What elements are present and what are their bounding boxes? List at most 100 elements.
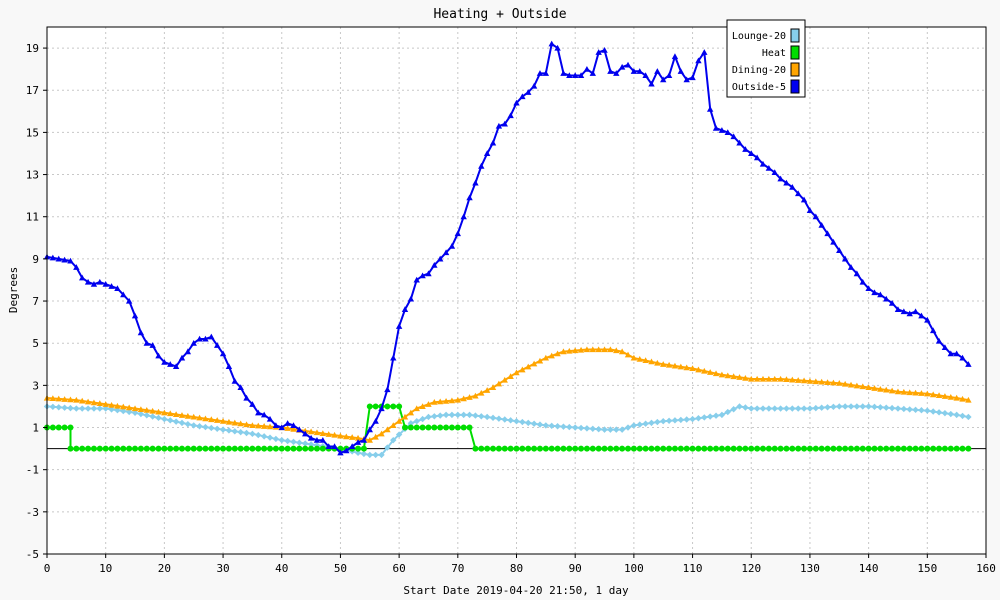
- data-point: [143, 340, 150, 346]
- data-point: [266, 423, 274, 430]
- data-point: [55, 395, 62, 402]
- data-point: [390, 436, 397, 444]
- data-point: [824, 230, 831, 237]
- data-point: [707, 445, 714, 452]
- y-tick-label: -1: [26, 464, 39, 477]
- data-point: [695, 366, 702, 373]
- data-point: [132, 445, 139, 452]
- data-point: [466, 424, 473, 431]
- data-point: [284, 445, 291, 452]
- data-point: [390, 403, 397, 410]
- data-point: [114, 445, 121, 452]
- data-point: [90, 280, 98, 287]
- data-point: [67, 396, 74, 403]
- data-point: [407, 424, 414, 431]
- data-point: [601, 346, 608, 353]
- data-point: [196, 414, 203, 421]
- data-point: [73, 396, 80, 403]
- data-point: [219, 417, 227, 424]
- data-point: [765, 445, 772, 452]
- data-point: [161, 409, 168, 416]
- data-point: [924, 407, 931, 414]
- legend-label: Lounge-20: [732, 31, 786, 42]
- data-point: [789, 184, 796, 190]
- data-point: [671, 417, 679, 424]
- data-point: [613, 445, 620, 452]
- legend-swatch: [790, 45, 800, 60]
- data-point: [795, 405, 802, 412]
- data-point: [883, 386, 890, 393]
- data-point: [941, 344, 949, 350]
- data-point: [947, 393, 954, 400]
- data-point: [642, 445, 649, 452]
- data-point: [583, 445, 590, 452]
- data-point: [202, 335, 209, 342]
- data-point: [448, 424, 455, 431]
- data-point: [513, 417, 520, 425]
- data-point: [894, 405, 902, 412]
- data-point: [530, 360, 538, 367]
- data-point: [161, 358, 168, 365]
- data-point: [49, 254, 57, 261]
- data-point: [941, 409, 949, 417]
- data-point: [601, 426, 608, 433]
- data-point: [801, 445, 808, 452]
- y-tick-label: 3: [32, 379, 39, 392]
- data-point: [454, 411, 462, 419]
- x-tick-label: 20: [158, 562, 171, 575]
- data-point: [783, 445, 790, 452]
- y-tick-label: 15: [26, 126, 39, 139]
- data-point: [448, 397, 456, 404]
- data-point: [759, 160, 767, 167]
- data-point: [255, 445, 262, 452]
- data-point: [337, 449, 344, 456]
- data-point: [284, 420, 291, 426]
- data-point: [536, 445, 543, 452]
- data-point: [759, 445, 766, 452]
- data-point: [448, 243, 456, 249]
- data-point: [196, 335, 203, 342]
- data-point: [718, 127, 726, 133]
- data-point: [454, 396, 462, 403]
- data-point: [701, 414, 708, 421]
- series-outside-5: [43, 40, 972, 456]
- data-point: [296, 426, 303, 433]
- data-point: [343, 433, 350, 440]
- data-point: [378, 430, 385, 437]
- data-point: [354, 439, 362, 445]
- data-point: [525, 445, 532, 452]
- data-point: [243, 429, 250, 437]
- data-point: [220, 445, 227, 452]
- data-point: [79, 274, 86, 281]
- data-point: [419, 424, 426, 431]
- data-point: [178, 412, 186, 418]
- data-point: [924, 390, 931, 397]
- data-point: [419, 415, 426, 423]
- data-point: [800, 377, 808, 384]
- data-point: [448, 411, 456, 419]
- data-point: [79, 445, 86, 452]
- legend-swatch: [790, 79, 800, 94]
- data-point: [472, 445, 479, 452]
- data-point: [724, 408, 731, 416]
- data-point: [190, 422, 197, 429]
- data-point: [753, 375, 761, 382]
- data-point: [865, 445, 872, 452]
- data-point: [431, 262, 438, 268]
- data-point: [795, 190, 802, 197]
- data-point: [589, 425, 596, 432]
- data-point: [671, 445, 678, 452]
- data-point: [73, 445, 80, 452]
- data-point: [208, 424, 215, 432]
- data-point: [665, 417, 673, 424]
- data-point: [67, 257, 74, 264]
- data-point: [290, 445, 297, 452]
- data-point: [906, 406, 913, 413]
- data-point: [401, 306, 409, 313]
- data-point: [395, 431, 403, 438]
- data-point: [266, 415, 274, 422]
- data-point: [483, 150, 491, 157]
- data-point: [889, 445, 896, 452]
- data-point: [384, 403, 391, 410]
- data-point: [906, 310, 913, 317]
